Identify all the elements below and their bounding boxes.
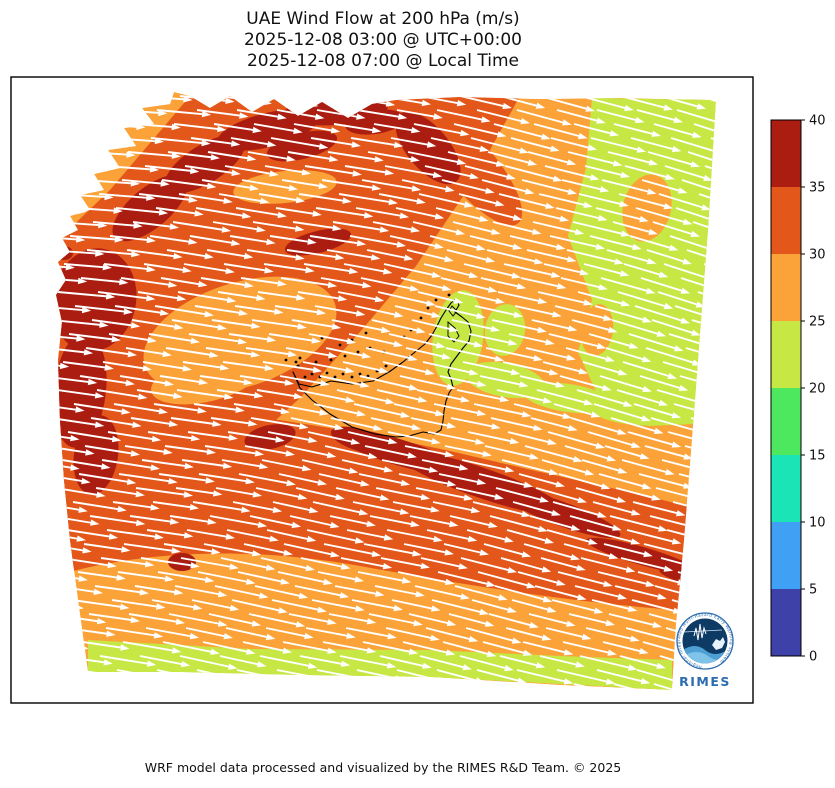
colorbar-segment bbox=[771, 321, 801, 388]
colorbar-segment bbox=[771, 522, 801, 589]
title-time-local: 2025-12-08 07:00 @ Local Time bbox=[246, 51, 520, 71]
colorbar-segment bbox=[771, 455, 801, 522]
colorbar-tick-label: 30 bbox=[809, 248, 826, 263]
colorbar-segment bbox=[771, 187, 801, 254]
colorbar-segment bbox=[771, 120, 801, 187]
colorbar-tick-label: 0 bbox=[809, 650, 817, 665]
figure-title-block: UAE Wind Flow at 200 hPa (m/s) 2025-12-0… bbox=[0, 9, 766, 72]
colorbar-tick-label: 25 bbox=[809, 315, 826, 330]
figure-caption: WRF model data processed and visualized … bbox=[144, 760, 622, 775]
title-time-utc: 2025-12-08 03:00 @ UTC+00:00 bbox=[244, 30, 522, 50]
page-title: UAE Wind Flow at 200 hPa (m/s) bbox=[246, 9, 520, 29]
logo-wordmark: RIMES bbox=[679, 674, 731, 689]
colorbar-tick-label: 15 bbox=[809, 449, 826, 464]
colorbar-tick-label: 5 bbox=[809, 583, 817, 598]
rimes-logo: Regional Integrated Multi-Hazard Early W… bbox=[676, 612, 734, 689]
axes-border bbox=[10, 76, 754, 704]
colorbar-tick-label: 10 bbox=[809, 516, 826, 531]
colorbar-tick-label: 20 bbox=[809, 382, 826, 397]
colorbar-tick-label: 35 bbox=[809, 181, 826, 196]
colorbar-segment bbox=[771, 589, 801, 656]
colorbar: 0 5 10 15 20 25 30 35 40 bbox=[770, 114, 826, 665]
colorbar-segment bbox=[771, 254, 801, 321]
colorbar-segment bbox=[771, 388, 801, 455]
wind-arrows bbox=[56, 95, 716, 690]
colorbar-tick-label: 40 bbox=[809, 114, 826, 129]
